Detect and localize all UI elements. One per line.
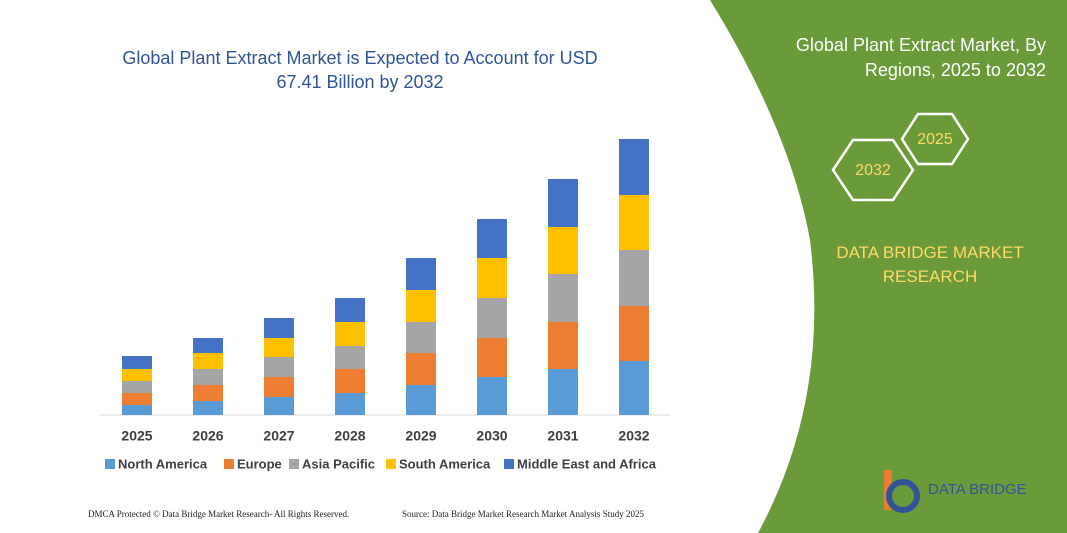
bar-segment xyxy=(477,258,507,298)
legend-label: Middle East and Africa xyxy=(517,456,657,471)
bar-segment xyxy=(548,322,578,369)
legend-label: Europe xyxy=(237,456,282,471)
bar-segment xyxy=(264,397,294,415)
bar-segment xyxy=(122,356,152,369)
bar-segment xyxy=(477,338,507,377)
logo-text: DATA BRIDGE xyxy=(928,481,1027,498)
bar-segment xyxy=(406,322,436,353)
hex-label: 2032 xyxy=(855,162,891,179)
bar-segment xyxy=(548,227,578,274)
hexagon xyxy=(900,112,970,166)
bar-segment xyxy=(619,361,649,415)
x-tick-label: 2026 xyxy=(192,428,223,444)
bar-segment xyxy=(264,357,294,377)
bar-segment xyxy=(477,219,507,258)
x-tick-label: 2028 xyxy=(334,428,365,444)
bar-segment xyxy=(122,369,152,381)
bar-segment xyxy=(122,381,152,393)
bar-segment xyxy=(619,139,649,195)
bar-segment xyxy=(335,393,365,415)
bar-segment xyxy=(619,250,649,306)
logo: DATA BRIDGE xyxy=(884,470,1027,513)
bar-segment xyxy=(548,274,578,322)
bar-segment xyxy=(335,322,365,346)
legend-label: South America xyxy=(399,456,491,471)
bar-segment xyxy=(335,346,365,369)
x-tick-label: 2025 xyxy=(121,428,152,444)
bar-segment xyxy=(477,298,507,338)
legend-swatch xyxy=(386,459,396,469)
green-panel xyxy=(710,0,1067,533)
bar-segment xyxy=(335,298,365,322)
bar-segment xyxy=(548,369,578,415)
bar-segment xyxy=(193,369,223,385)
legend-swatch xyxy=(289,459,299,469)
x-tick-label: 2027 xyxy=(263,428,294,444)
hexagon xyxy=(831,138,915,202)
bar-segment xyxy=(406,258,436,290)
x-tick-label: 2030 xyxy=(476,428,507,444)
bar-segment xyxy=(619,195,649,250)
bar-segment xyxy=(406,353,436,385)
bar-segment xyxy=(122,393,152,405)
chart-title: Global Plant Extract Market is Expected … xyxy=(122,48,598,92)
bar-segment xyxy=(193,385,223,401)
x-tick-label: 2029 xyxy=(405,428,436,444)
bar-segment xyxy=(193,338,223,353)
bar-segment xyxy=(619,306,649,361)
footer-left: DMCA Protected © Data Bridge Market Rese… xyxy=(88,509,350,519)
bar-segment xyxy=(193,353,223,369)
bar-segment xyxy=(406,290,436,322)
bar-segment xyxy=(406,385,436,415)
x-tick-label: 2032 xyxy=(618,428,649,444)
bar-segment xyxy=(548,179,578,227)
x-tick-label: 2031 xyxy=(547,428,578,444)
bar-segment xyxy=(477,377,507,415)
bar-segment xyxy=(335,369,365,393)
bar-segment xyxy=(122,405,152,415)
bar-segment xyxy=(264,338,294,357)
brand: DATA BRIDGE MARKET RESEARCH xyxy=(836,243,1024,286)
legend-label: North America xyxy=(118,456,208,471)
footer-right: Source: Data Bridge Market Research Mark… xyxy=(402,509,644,519)
legend-swatch xyxy=(504,459,514,469)
legend-label: Asia Pacific xyxy=(302,456,375,471)
hex-label: 2025 xyxy=(917,131,953,148)
bar-segment xyxy=(264,377,294,397)
panel-title: Global Plant Extract Market, By Regions,… xyxy=(795,35,1046,80)
legend-swatch xyxy=(105,459,115,469)
bar-segment xyxy=(264,318,294,338)
legend-swatch xyxy=(224,459,234,469)
logo-circle xyxy=(886,479,920,513)
bar-segment xyxy=(193,401,223,415)
